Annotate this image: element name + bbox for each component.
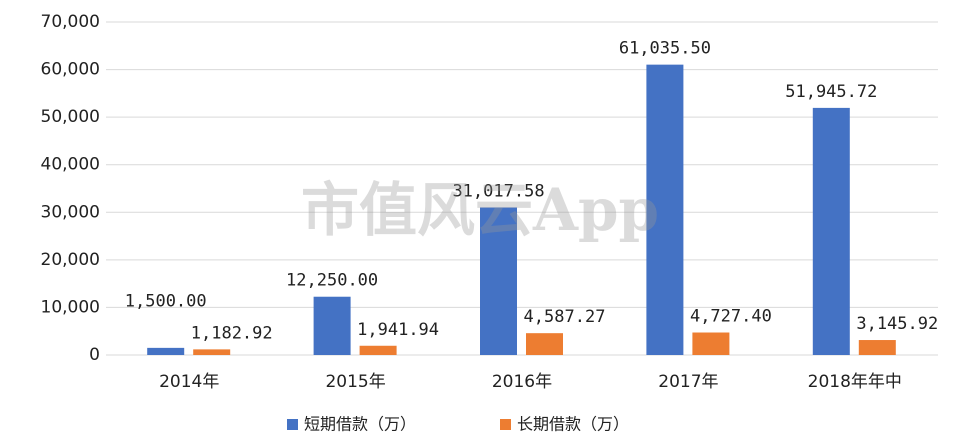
y-tick-label: 50,000 [41, 107, 100, 127]
grid [106, 21, 938, 356]
y-tick-label: 60,000 [41, 60, 100, 80]
value-label: 12,250.00 [286, 271, 378, 291]
value-label: 1,941.94 [357, 320, 439, 340]
bar [646, 64, 684, 355]
value-label: 61,035.50 [619, 39, 711, 59]
bar [359, 345, 397, 355]
legend-swatch [500, 419, 511, 430]
x-tick-label: 2018年年中 [808, 372, 902, 392]
y-tick-label: 40,000 [41, 155, 100, 175]
y-tick-label: 10,000 [41, 297, 100, 317]
y-tick-label: 20,000 [41, 250, 100, 270]
legend-swatch [287, 419, 298, 430]
y-tick-label: 0 [89, 345, 100, 365]
bar [526, 333, 563, 355]
value-label: 4,727.40 [690, 307, 772, 327]
value-label: 51,945.72 [785, 82, 877, 102]
legend-label: 长期借款（万） [517, 415, 629, 434]
value-label: 31,017.58 [452, 181, 544, 201]
bar [692, 332, 730, 355]
watermark: 市值风云App [301, 176, 659, 244]
y-tick-label: 30,000 [41, 202, 100, 222]
x-tick-label: 2015年 [325, 372, 385, 392]
x-tick-label: 2016年 [492, 372, 552, 392]
x-tick-label: 2017年 [658, 372, 718, 392]
value-label: 3,145.92 [856, 314, 938, 334]
bar [313, 296, 351, 355]
bar [858, 340, 896, 355]
bar [480, 207, 517, 355]
value-label: 4,587.27 [524, 307, 606, 327]
bar [812, 107, 850, 356]
bar [193, 349, 231, 355]
legend-label: 短期借款（万） [304, 415, 416, 434]
bar [147, 347, 185, 355]
value-label: 1,500.00 [125, 291, 207, 311]
value-label: 1,182.92 [191, 323, 273, 343]
y-tick-label: 70,000 [41, 12, 100, 32]
x-tick-label: 2014年 [159, 372, 219, 392]
